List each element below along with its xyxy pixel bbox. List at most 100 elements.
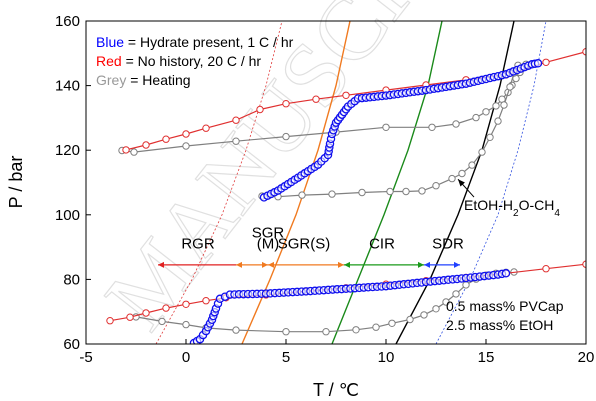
region-label: (M) — [257, 236, 280, 253]
data-point — [232, 116, 240, 124]
y-tick-label: 100 — [55, 207, 80, 224]
arrowhead — [158, 261, 164, 268]
annotation-text: EtOH-H2O-CH4 — [464, 197, 560, 219]
x-tick-label: 5 — [282, 349, 290, 366]
legend-entry-red: Red = No history, 20 C / hr — [96, 53, 261, 69]
legend-entry-grey: Grey = Heating — [96, 72, 191, 88]
data-point — [506, 83, 514, 91]
data-point — [130, 148, 138, 156]
data-point — [492, 102, 500, 110]
annotation-arrowhead — [458, 179, 465, 187]
data-point — [232, 137, 240, 145]
data-point — [142, 141, 150, 149]
data-point — [418, 187, 426, 195]
x-tick-label: 10 — [378, 349, 395, 366]
data-point — [182, 130, 190, 138]
data-point — [478, 148, 486, 156]
y-tick-label: 140 — [55, 78, 80, 95]
data-point — [448, 174, 456, 183]
data-point — [432, 305, 440, 313]
region-label: CIR — [369, 236, 395, 253]
region-label: SGR — [252, 224, 285, 241]
data-point — [352, 326, 360, 334]
data-point — [282, 100, 290, 108]
axes: -5 0 5 10 15 20 60 80 100 120 140 160 — [55, 13, 594, 366]
arrowhead — [418, 261, 424, 268]
data-point — [328, 190, 336, 198]
x-axis-title: T / ℃ — [313, 380, 359, 400]
region-label: SGR(S) — [278, 236, 331, 253]
data-point — [428, 123, 436, 132]
note-pvcap: 0.5 mass% PVCap — [446, 298, 564, 314]
data-point — [482, 108, 490, 116]
data-point — [358, 188, 366, 197]
legend-key-grey: Grey — [96, 72, 126, 88]
data-point — [126, 313, 134, 321]
data-point — [282, 328, 290, 336]
region-labels: RGR SGR(M)SGR(S) CIR SDR — [158, 224, 464, 268]
boundary-curve-5 — [435, 21, 547, 344]
series-blue — [189, 59, 543, 344]
data-point — [472, 113, 480, 122]
data-point — [402, 187, 410, 196]
region-label: SDR — [432, 236, 464, 253]
data-point — [501, 269, 511, 278]
data-point — [542, 265, 550, 273]
data-point — [182, 320, 190, 329]
data-point — [158, 317, 166, 326]
data-point — [533, 59, 543, 68]
arrowhead — [236, 261, 242, 268]
data-point — [452, 120, 460, 128]
data-point — [122, 146, 130, 154]
plot-frame — [85, 20, 587, 345]
legend-key-red: Red — [96, 53, 122, 69]
legend-entry-blue: Blue = Hydrate present, 1 C / hr — [96, 34, 294, 50]
data-point — [442, 298, 450, 306]
data-point — [342, 91, 350, 100]
legend-key-blue: Blue — [96, 34, 124, 50]
data-point — [420, 311, 428, 319]
note-etoh: 2.5 mass% EtOH — [446, 317, 553, 333]
y-tick-label: 80 — [63, 271, 80, 288]
data-point — [458, 169, 466, 178]
data-point — [500, 101, 508, 109]
x-tick-label: 0 — [182, 349, 190, 366]
composition-annotation: EtOH-H2O-CH4 — [457, 178, 560, 219]
data-point — [406, 315, 414, 324]
data-point — [322, 328, 330, 336]
data-series — [106, 48, 586, 344]
data-point — [468, 161, 476, 169]
data-point — [182, 300, 190, 308]
data-point — [106, 317, 114, 325]
arrowhead — [268, 261, 274, 268]
arrowhead — [338, 261, 344, 268]
data-point — [282, 132, 290, 141]
arrowhead — [424, 261, 430, 268]
boundary-curve-1 — [155, 21, 283, 344]
x-tick-label: 20 — [578, 349, 595, 366]
data-point — [452, 290, 460, 298]
data-point — [202, 124, 210, 132]
data-point — [432, 182, 440, 190]
series-grey — [258, 61, 522, 201]
data-point — [256, 105, 264, 114]
x-tick-label: -5 — [79, 349, 92, 366]
data-point — [542, 58, 550, 66]
x-tick-label: 15 — [478, 349, 495, 366]
region-label: RGR — [181, 236, 215, 253]
data-point — [298, 191, 306, 199]
data-point — [202, 297, 210, 305]
y-axis-title: P / bar — [6, 156, 26, 209]
y-tick-label: 120 — [55, 142, 80, 159]
data-point — [386, 187, 394, 196]
y-tick-label: 60 — [63, 336, 80, 353]
arrowhead — [454, 261, 460, 268]
data-point — [312, 95, 320, 103]
data-point — [372, 323, 380, 331]
data-point — [462, 281, 470, 289]
data-point — [382, 123, 390, 132]
data-point — [142, 309, 150, 317]
data-point — [486, 133, 494, 142]
data-point — [494, 117, 502, 125]
